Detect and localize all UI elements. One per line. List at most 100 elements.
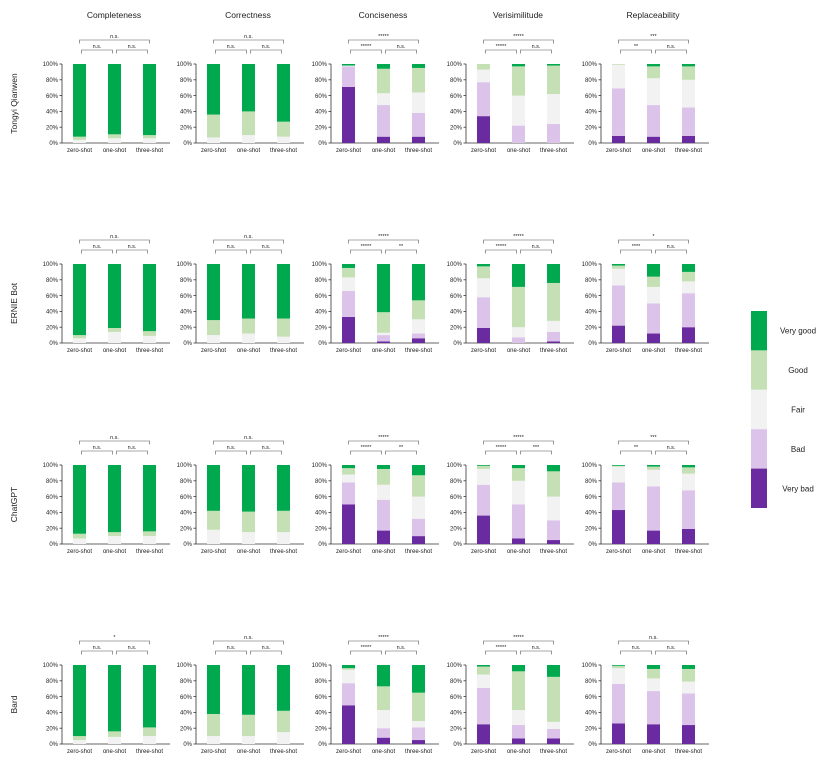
panel-bard-verisimilitude-x-tick-label: zero-shot [471,749,496,755]
panel-tongyi-qianwen-replaceability-bar-zero-shot-very-bad [612,135,625,143]
panel-tongyi-qianwen-completeness-sig-zero-vs-three-label: n.s. [110,34,119,40]
panel-ernie-bot-correctness-x-tick-label: zero-shot [201,348,226,354]
panel-chatgpt-conciseness-bar-zero-shot-very-bad [342,504,355,544]
panel-bard-conciseness-bar-zero-shot-good [342,668,355,670]
panel-bard-replaceability-y-tick-label: 20% [585,726,598,732]
legend-swatch-fair [751,389,767,430]
panel-ernie-bot-verisimilitude-y-tick-label: 60% [450,294,463,300]
panel-tongyi-qianwen-conciseness-sig-zero-vs-three-label: ***** [378,34,390,40]
panel-bard-completeness-sig-one-vs-three-label: n.s. [128,645,137,651]
panel-ernie-bot-replaceability-y-tick-label: 80% [585,278,598,284]
panel-tongyi-qianwen-conciseness-y-tick-label: 20% [315,125,328,131]
panel-tongyi-qianwen-completeness-y-tick-label: 0% [49,141,58,147]
panel-ernie-bot-correctness-sig-zero-vs-one-label: n.s. [227,244,236,250]
panel-ernie-bot-verisimilitude-bar-three-shot-fair [547,320,560,332]
panel-tongyi-qianwen-conciseness-bar-zero-shot-bad [342,66,355,87]
panel-chatgpt-verisimilitude-bar-three-shot-bad [547,520,560,541]
panel-chatgpt-verisimilitude-sig-one-vs-three-label: *** [533,445,540,451]
panel-chatgpt-conciseness-bar-one-shot-very-good [377,465,390,469]
panel-ernie-bot-conciseness-bar-three-shot-good [412,300,425,320]
panel-chatgpt-replaceability-bar-three-shot-very-bad [682,528,695,544]
panel-tongyi-qianwen-replaceability-y-tick-label: 20% [585,125,598,131]
panel-bard-completeness-sig-one-vs-three-bracket [116,650,148,655]
panel-ernie-bot-correctness-y-tick-label: 60% [180,294,193,300]
panel-tongyi-qianwen-conciseness-bar-one-shot-very-bad [377,136,390,143]
panel-ernie-bot-verisimilitude-x-tick-label: zero-shot [471,348,496,354]
panel-bard-conciseness-sig-zero-vs-one-label: ***** [361,645,373,651]
panel-tongyi-qianwen-replaceability-bar-one-shot-fair [647,78,660,106]
panel-ernie-bot-conciseness-y-tick-label: 60% [315,294,328,300]
panel-tongyi-qianwen-replaceability-x-tick-label: three-shot [675,148,702,154]
panel-tongyi-qianwen-verisimilitude-bar-zero-shot-bad [477,82,490,117]
column-title-correctness: Correctness [225,10,271,20]
panel-tongyi-qianwen-conciseness-bar-three-shot-very-bad [412,136,425,143]
panel-ernie-bot-replaceability-bar-zero-shot-fair [612,268,625,286]
panel-bard-conciseness-x-tick-label: one-shot [372,749,396,755]
panel-ernie-bot-verisimilitude-y-tick-label: 0% [453,341,462,347]
panel-ernie-bot-verisimilitude-bar-zero-shot-very-bad [477,327,490,343]
panel-chatgpt-conciseness-y-tick-label: 60% [315,495,328,501]
panel-tongyi-qianwen-replaceability-sig-zero-vs-one-bracket [620,49,652,54]
panel-ernie-bot-completeness-sig-one-vs-three-label: n.s. [128,244,137,250]
panel-bard-verisimilitude-bar-three-shot-good [547,676,560,722]
panel-bard-replaceability-bar-zero-shot-fair [612,668,625,684]
panel-bard-correctness-sig-one-vs-three-bracket [250,650,282,655]
panel-ernie-bot-correctness-x-tick-label: three-shot [270,348,297,354]
panel-tongyi-qianwen-replaceability-x-tick-label: zero-shot [606,148,631,154]
panel-bard-correctness-bar-three-shot-very-good [277,665,290,711]
legend-swatch-very-good [751,311,767,351]
panel-bard-completeness-bar-zero-shot-good [73,736,86,741]
panel-bard-verisimilitude-x-tick-label: three-shot [540,749,567,755]
panel-bard-correctness-sig-zero-vs-three-bracket [213,640,284,645]
panel-ernie-bot-verisimilitude-bar-three-shot-bad [547,331,560,342]
panel-ernie-bot-completeness-bar-three-shot-good [143,331,156,336]
panel-ernie-bot-replaceability-bar-three-shot-fair [682,281,695,294]
panel-chatgpt-completeness-sig-one-vs-three-label: n.s. [128,445,137,451]
panel-bard-completeness-bar-zero-shot-very-good [73,665,86,737]
panel-ernie-bot-conciseness-sig-one-vs-three-bracket [385,249,417,254]
panel-chatgpt-correctness-y-tick-label: 0% [183,542,192,548]
panel-tongyi-qianwen-completeness-sig-zero-vs-one-bracket [81,49,113,54]
panel-chatgpt-replaceability-y-tick-label: 20% [585,526,598,532]
panel-tongyi-qianwen-verisimilitude-y-tick-label: 20% [450,125,463,131]
panel-tongyi-qianwen-verisimilitude-bar-zero-shot-good [477,64,490,70]
panel-ernie-bot-completeness-bar-one-shot-very-good [108,264,121,328]
panel-chatgpt-correctness-y-tick-label: 40% [180,511,193,517]
panel-chatgpt-conciseness-y-tick-label: 20% [315,526,328,532]
panel-bard-conciseness-y-tick-label: 60% [315,695,328,701]
panel-bard-verisimilitude-bar-zero-shot-very-bad [477,724,490,744]
panel-chatgpt-conciseness-bar-zero-shot-bad [342,482,355,505]
panel-chatgpt-completeness-bar-zero-shot-fair [73,538,86,544]
panel-chatgpt-verisimilitude-sig-one-vs-three-bracket [520,450,552,455]
panel-tongyi-qianwen-conciseness-y-tick-label: 40% [315,110,328,116]
panel-tongyi-qianwen-conciseness-bar-three-shot-good [412,67,425,93]
panel-bard-conciseness-y-tick-label: 20% [315,726,328,732]
panel-tongyi-qianwen-replaceability-bar-three-shot-very-good [682,64,695,67]
panel-bard-conciseness-bar-three-shot-very-bad [412,740,425,744]
panel-bard-completeness-y-tick-label: 40% [46,711,59,717]
panel-chatgpt-replaceability-sig-zero-vs-one-label: ** [634,445,639,451]
panel-chatgpt-conciseness-y-tick-label: 40% [315,511,328,517]
panel-bard-verisimilitude-bar-three-shot-very-good [547,665,560,677]
panel-tongyi-qianwen-conciseness-y-tick-label: 80% [315,78,328,84]
panel-bard-replaceability-sig-zero-vs-one-bracket [620,650,652,655]
panel-ernie-bot-verisimilitude-bar-zero-shot-good [477,266,490,279]
panel-tongyi-qianwen-completeness-bar-zero-shot-good [73,136,86,140]
panel-tongyi-qianwen-verisimilitude-y-tick-label: 60% [450,94,463,100]
panel-ernie-bot-replaceability-y-tick-label: 40% [585,310,598,316]
panel-bard-replaceability-bar-three-shot-fair [682,681,695,694]
panel-bard-replaceability-bar-one-shot-good [647,668,660,679]
panel-bard-verisimilitude-x-tick-label: one-shot [507,749,531,755]
panel-ernie-bot-conciseness-bar-one-shot-fair [377,332,390,336]
panel-bard-replaceability-bar-three-shot-bad [682,693,695,726]
panel-tongyi-qianwen-replaceability-sig-one-vs-three-label: n.s. [667,44,676,50]
panel-chatgpt-verisimilitude-y-tick-label: 20% [450,526,463,532]
panel-tongyi-qianwen-conciseness-x-tick-label: zero-shot [336,148,361,154]
panel-tongyi-qianwen-completeness-sig-zero-vs-three-bracket [79,39,150,44]
panel-tongyi-qianwen-correctness-x-tick-label: one-shot [237,148,261,154]
panel-ernie-bot-conciseness-bar-three-shot-bad [412,333,425,339]
panel-bard-completeness-y-tick-label: 0% [49,742,58,748]
panel-tongyi-qianwen-correctness-sig-zero-vs-three-label: n.s. [244,34,253,40]
panel-ernie-bot-completeness-x-tick-label: three-shot [136,348,163,354]
panel-chatgpt-conciseness-bar-zero-shot-good [342,468,355,475]
